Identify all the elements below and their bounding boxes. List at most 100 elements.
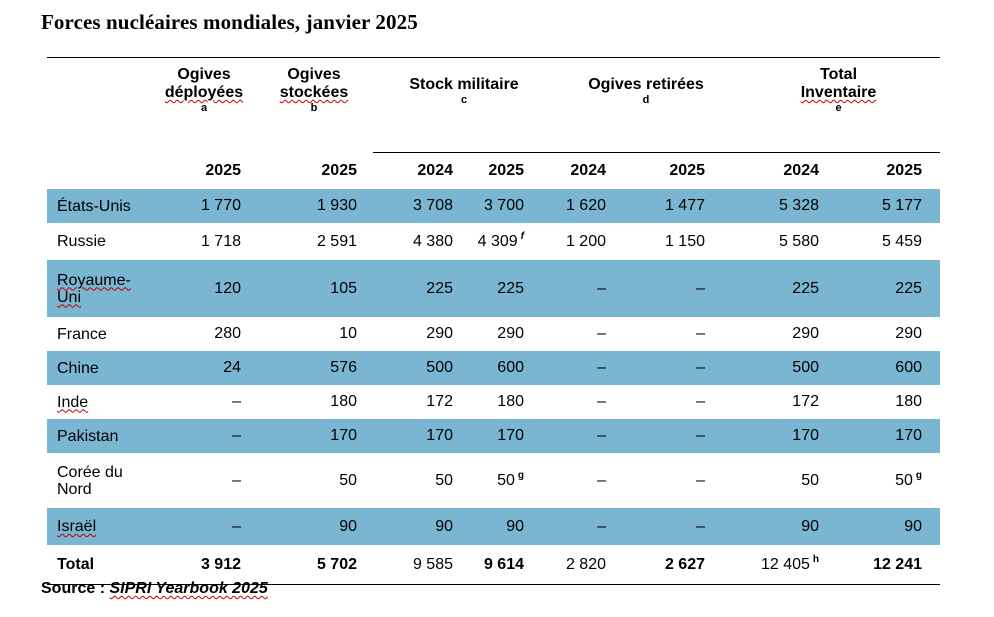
country-name: France — [57, 325, 107, 343]
value-text: 4 380 — [412, 232, 453, 250]
value-cell: 170 — [469, 419, 555, 453]
value-text: 50 — [801, 471, 819, 489]
value-text: 105 — [330, 279, 357, 297]
value-text: 120 — [214, 279, 241, 297]
value-cell: – — [153, 419, 255, 453]
value-cell: 225 — [737, 260, 834, 317]
value-cell: – — [555, 419, 646, 453]
value-text: 225 — [497, 279, 524, 297]
value-text: 170 — [895, 427, 922, 444]
value-cell: 1 150 — [646, 223, 737, 260]
value-cell: 5 580 — [737, 223, 834, 260]
value-cell: – — [555, 351, 646, 385]
value-text: 5 580 — [778, 232, 819, 250]
total-value-cell: 5 702 — [255, 545, 373, 585]
total-value-text: 9 585 — [412, 555, 453, 573]
value-cell: 5 177 — [834, 189, 940, 223]
value-text: – — [696, 427, 705, 444]
country-cell: Israël — [47, 508, 153, 545]
country-cell: Royaume- Uni — [47, 260, 153, 317]
country-cell: France — [47, 317, 153, 351]
country-cell: Corée du Nord — [47, 453, 153, 508]
value-text: 600 — [497, 359, 524, 376]
value-text: – — [696, 359, 705, 376]
value-text: 170 — [497, 427, 524, 444]
value-cell: – — [555, 317, 646, 351]
value-text: – — [597, 517, 606, 535]
value-text: – — [232, 427, 241, 444]
value-text: 290 — [426, 325, 453, 342]
value-cell: 1 477 — [646, 189, 737, 223]
value-cell: – — [555, 508, 646, 545]
value-text: 50 — [497, 471, 515, 489]
value-cell: 50 — [373, 453, 469, 508]
value-text: 225 — [792, 279, 819, 297]
value-text: 4 309 — [477, 232, 518, 250]
value-cell: 50 — [255, 453, 373, 508]
value-text: 3 700 — [483, 197, 524, 214]
value-cell: 5 328 — [737, 189, 834, 223]
total-value-cell: 2 820 — [555, 545, 646, 585]
year-header: 2024 — [373, 152, 469, 189]
value-text: 180 — [330, 393, 357, 410]
group-header-military-stock: Stock militaire c — [373, 57, 555, 153]
footnote-marker: f — [520, 231, 524, 243]
value-cell: – — [153, 385, 255, 419]
value-text: 170 — [426, 427, 453, 444]
year-header: 2024 — [555, 152, 646, 189]
year-header: 2025 — [834, 152, 940, 189]
group-header-retired: Ogives retirées d — [555, 57, 737, 153]
country-name: Nord — [57, 480, 92, 498]
value-text: 1 200 — [565, 232, 606, 250]
table-row: Israël – 90 90 90 – – 90 90 — [47, 508, 940, 545]
country-name: Chine — [57, 359, 99, 377]
value-text: 1 930 — [316, 197, 357, 214]
value-text: – — [232, 393, 241, 410]
value-cell: 576 — [255, 351, 373, 385]
value-cell: 170 — [255, 419, 373, 453]
value-cell: – — [646, 317, 737, 351]
value-text: 290 — [497, 325, 524, 342]
value-text: 1 477 — [664, 197, 705, 214]
value-text: – — [597, 471, 606, 489]
value-cell: 290 — [373, 317, 469, 351]
value-text: 1 770 — [200, 197, 241, 214]
value-text: 172 — [426, 393, 453, 410]
total-value-text: 12 405 — [760, 555, 810, 573]
value-text: 1 620 — [565, 197, 606, 214]
total-value-cell: 9 614 — [469, 545, 555, 585]
table-body: États-Unis 1 770 1 930 3 708 3 700 1 620 1 477… — [47, 189, 940, 585]
value-text: – — [232, 471, 241, 489]
value-cell: 50 — [737, 453, 834, 508]
value-cell: 4 309 f — [469, 223, 555, 260]
country-name: Pakistan — [57, 427, 119, 445]
value-cell: 500 — [737, 351, 834, 385]
value-cell: 1 770 — [153, 189, 255, 223]
value-text: 90 — [904, 517, 922, 535]
value-cell: 172 — [737, 385, 834, 419]
value-cell: – — [646, 419, 737, 453]
value-cell: – — [555, 260, 646, 317]
value-text: 1 150 — [664, 232, 705, 250]
value-cell: 170 — [834, 419, 940, 453]
value-cell: 600 — [834, 351, 940, 385]
table-title: Forces nucléaires mondiales, janvier 202… — [41, 10, 418, 34]
value-text: 5 459 — [881, 232, 922, 250]
value-cell: 1 620 — [555, 189, 646, 223]
year-header: 2024 — [737, 152, 834, 189]
value-cell: – — [555, 453, 646, 508]
value-cell: 105 — [255, 260, 373, 317]
value-text: 5 177 — [881, 197, 922, 214]
value-text: 90 — [506, 517, 524, 535]
value-cell: 90 — [373, 508, 469, 545]
value-text: 290 — [895, 325, 922, 342]
value-cell: 1 930 — [255, 189, 373, 223]
value-text: 90 — [339, 517, 357, 535]
table-row: États-Unis 1 770 1 930 3 708 3 700 1 620 1 477… — [47, 189, 940, 223]
value-text: – — [696, 517, 705, 535]
value-cell: 24 — [153, 351, 255, 385]
value-cell: 90 — [737, 508, 834, 545]
total-value-cell: 12 241 — [834, 545, 940, 585]
value-text: 576 — [330, 359, 357, 376]
value-cell: 170 — [737, 419, 834, 453]
